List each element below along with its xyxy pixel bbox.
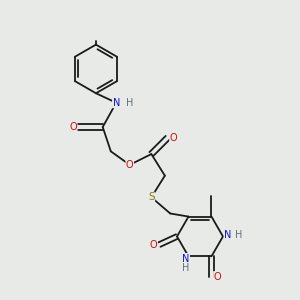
Text: N: N bbox=[224, 230, 232, 240]
Text: H: H bbox=[235, 230, 242, 240]
Text: H: H bbox=[126, 98, 134, 108]
Text: O: O bbox=[170, 133, 177, 143]
Text: S: S bbox=[148, 192, 155, 202]
Text: O: O bbox=[126, 160, 134, 170]
Text: O: O bbox=[150, 240, 157, 250]
Text: O: O bbox=[214, 272, 221, 282]
Text: N: N bbox=[112, 98, 120, 108]
Text: H: H bbox=[182, 263, 190, 273]
Text: O: O bbox=[69, 122, 77, 132]
Text: N: N bbox=[182, 254, 190, 263]
